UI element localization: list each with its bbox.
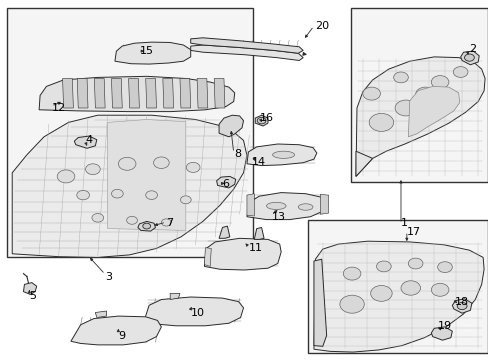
Text: 18: 18 bbox=[454, 297, 468, 307]
Circle shape bbox=[370, 285, 391, 301]
Circle shape bbox=[118, 157, 136, 170]
Circle shape bbox=[57, 170, 75, 183]
Circle shape bbox=[126, 216, 137, 224]
Circle shape bbox=[400, 281, 420, 295]
Text: 2: 2 bbox=[468, 44, 476, 54]
Polygon shape bbox=[23, 283, 37, 294]
Circle shape bbox=[343, 267, 360, 280]
Circle shape bbox=[142, 223, 150, 229]
Polygon shape bbox=[246, 144, 316, 166]
Polygon shape bbox=[313, 241, 483, 352]
Text: 14: 14 bbox=[251, 157, 265, 167]
Text: 16: 16 bbox=[260, 113, 274, 123]
Circle shape bbox=[186, 162, 200, 172]
Circle shape bbox=[257, 117, 265, 124]
Polygon shape bbox=[111, 78, 122, 108]
Circle shape bbox=[415, 87, 434, 102]
Text: 1: 1 bbox=[400, 218, 407, 228]
Bar bbox=[350, 8, 487, 182]
Polygon shape bbox=[190, 38, 303, 53]
Polygon shape bbox=[254, 228, 264, 239]
Polygon shape bbox=[128, 78, 139, 108]
Polygon shape bbox=[214, 78, 224, 108]
Text: 5: 5 bbox=[29, 291, 36, 301]
Polygon shape bbox=[407, 86, 459, 137]
Polygon shape bbox=[170, 293, 180, 300]
Text: 20: 20 bbox=[315, 21, 329, 31]
Circle shape bbox=[394, 100, 416, 116]
Circle shape bbox=[437, 262, 451, 273]
Circle shape bbox=[430, 283, 448, 296]
Circle shape bbox=[111, 189, 123, 198]
Circle shape bbox=[180, 196, 191, 204]
Ellipse shape bbox=[272, 151, 294, 158]
Circle shape bbox=[77, 190, 89, 200]
Polygon shape bbox=[145, 78, 156, 108]
Polygon shape bbox=[313, 259, 326, 346]
Text: 15: 15 bbox=[139, 46, 153, 56]
Polygon shape bbox=[460, 51, 478, 65]
Circle shape bbox=[407, 258, 422, 269]
Polygon shape bbox=[62, 78, 73, 108]
Ellipse shape bbox=[298, 204, 312, 210]
Circle shape bbox=[456, 302, 466, 310]
Polygon shape bbox=[216, 176, 235, 188]
Circle shape bbox=[452, 67, 467, 77]
Polygon shape bbox=[219, 226, 229, 238]
Polygon shape bbox=[107, 120, 185, 230]
Text: 3: 3 bbox=[105, 272, 112, 282]
Circle shape bbox=[362, 87, 380, 100]
Text: 6: 6 bbox=[222, 179, 229, 189]
Polygon shape bbox=[355, 151, 372, 176]
Circle shape bbox=[153, 157, 169, 168]
Circle shape bbox=[430, 76, 448, 89]
Polygon shape bbox=[94, 78, 105, 108]
Polygon shape bbox=[71, 316, 161, 345]
Circle shape bbox=[376, 261, 390, 272]
Polygon shape bbox=[95, 311, 106, 318]
Circle shape bbox=[92, 213, 103, 222]
Circle shape bbox=[85, 164, 100, 175]
Circle shape bbox=[145, 191, 157, 199]
Polygon shape bbox=[39, 76, 234, 112]
Text: 10: 10 bbox=[190, 308, 204, 318]
Polygon shape bbox=[355, 57, 484, 176]
Text: 13: 13 bbox=[271, 212, 285, 222]
Polygon shape bbox=[255, 115, 267, 126]
Text: 8: 8 bbox=[234, 149, 242, 159]
Circle shape bbox=[393, 72, 407, 83]
Polygon shape bbox=[320, 194, 328, 214]
Polygon shape bbox=[204, 248, 211, 266]
Polygon shape bbox=[12, 115, 246, 257]
Text: 4: 4 bbox=[85, 135, 93, 145]
Polygon shape bbox=[451, 299, 471, 313]
Polygon shape bbox=[180, 78, 190, 108]
Polygon shape bbox=[115, 42, 190, 64]
Polygon shape bbox=[77, 78, 88, 108]
Text: 19: 19 bbox=[437, 321, 451, 331]
Polygon shape bbox=[197, 78, 207, 108]
Polygon shape bbox=[163, 78, 173, 108]
Text: 9: 9 bbox=[118, 330, 125, 341]
Circle shape bbox=[368, 113, 393, 131]
Polygon shape bbox=[219, 115, 243, 137]
Ellipse shape bbox=[266, 202, 285, 210]
Polygon shape bbox=[204, 238, 281, 270]
Bar bbox=[307, 220, 487, 353]
Text: 17: 17 bbox=[406, 227, 420, 237]
Polygon shape bbox=[138, 221, 155, 231]
Polygon shape bbox=[144, 297, 243, 326]
Text: 7: 7 bbox=[166, 218, 173, 228]
Polygon shape bbox=[190, 45, 303, 60]
Polygon shape bbox=[246, 193, 325, 220]
Polygon shape bbox=[74, 136, 97, 148]
Circle shape bbox=[339, 295, 364, 313]
Polygon shape bbox=[246, 194, 254, 216]
Circle shape bbox=[161, 219, 171, 226]
Text: 11: 11 bbox=[248, 243, 262, 253]
Text: 12: 12 bbox=[51, 103, 65, 113]
Bar bbox=[7, 8, 253, 257]
Polygon shape bbox=[430, 327, 451, 340]
Circle shape bbox=[464, 54, 473, 61]
